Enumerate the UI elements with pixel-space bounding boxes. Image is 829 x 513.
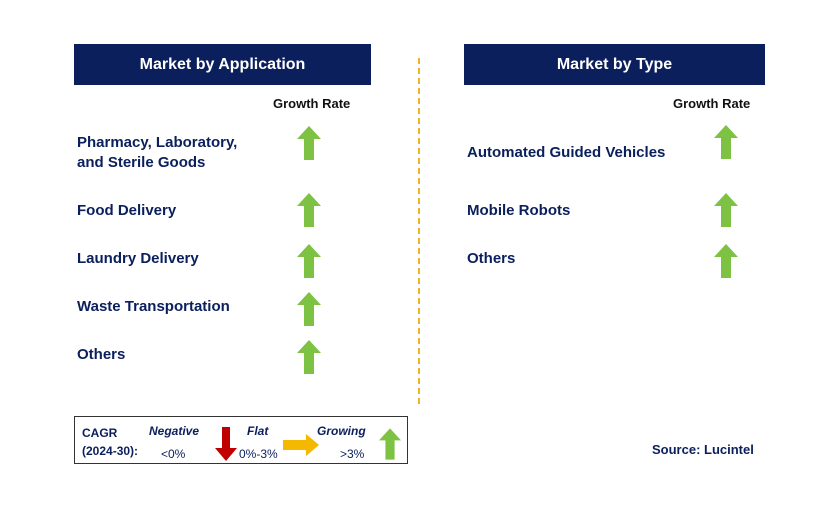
application-item-food-delivery: Food Delivery [77,202,177,219]
legend-cagr-label: CAGR [82,426,118,440]
type-item-mobile-robots: Mobile Robots [467,202,571,219]
cagr-legend: CAGR (2024-30): Negative <0% Flat 0%-3% … [74,416,408,464]
application-item-others: Others [77,346,126,363]
type-item-others: Others [467,250,516,267]
legend-negative-range: <0% [161,447,186,461]
legend-negative-label: Negative [149,424,200,438]
type-growth-rate-header: Growth Rate [673,96,751,111]
type-panel-title: Market by Type [464,44,765,85]
legend-growing-range: >3% [340,447,365,461]
legend-growing-label: Growing [317,424,366,438]
legend-flat-range: 0%-3% [239,447,278,461]
panel-divider [418,58,420,404]
application-item-pharmacy-line1: Pharmacy, Laboratory, [77,134,238,151]
arrow-up-green-icon [297,244,321,278]
application-item-pharmacy: Pharmacy, Laboratory, and Sterile Goods [77,133,237,173]
arrow-right-orange-icon [283,434,319,456]
application-item-laundry-delivery: Laundry Delivery [77,250,199,267]
application-growth-rate-header: Growth Rate [273,96,351,111]
legend-flat-label: Flat [247,424,269,438]
application-panel-title: Market by Application [74,44,371,85]
application-item-pharmacy-line2: and Sterile Goods [77,154,206,171]
arrow-up-green-icon [297,193,321,227]
arrow-up-green-icon [297,292,321,326]
arrow-up-green-icon [379,428,401,460]
arrow-down-red-icon [215,427,237,461]
arrow-up-green-icon [714,125,738,159]
application-item-waste-transportation: Waste Transportation [77,298,230,315]
arrow-up-green-icon [297,340,321,374]
arrow-up-green-icon [714,193,738,227]
legend-period: (2024-30): [82,444,139,458]
arrow-up-green-icon [297,126,321,160]
type-item-agv: Automated Guided Vehicles [467,144,666,161]
source-label: Source: Lucintel [652,442,754,457]
arrow-up-green-icon [714,244,738,278]
